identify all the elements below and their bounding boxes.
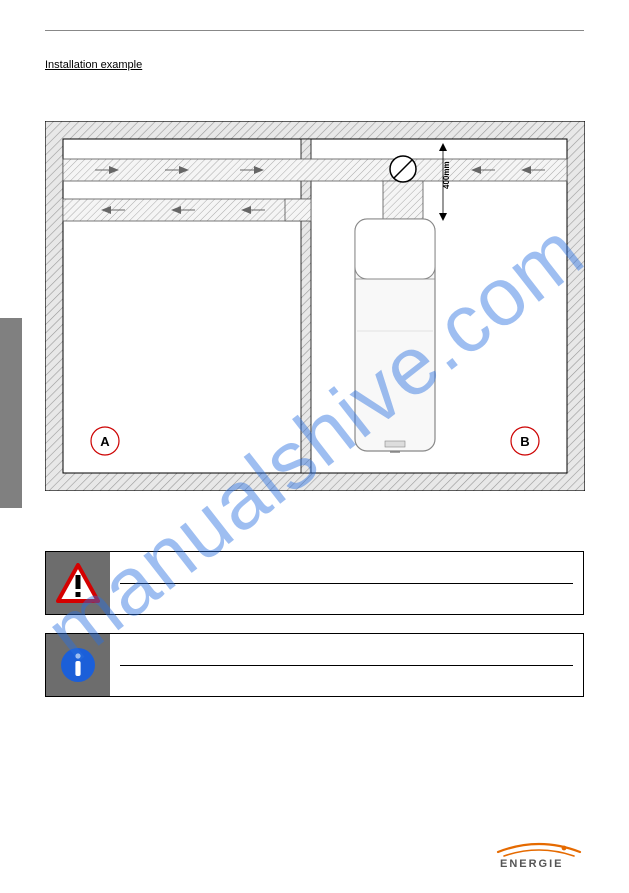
energie-logo: ENERGIE (494, 842, 584, 875)
logo-text: ENERGIE (500, 858, 564, 870)
section-title: Installation example (45, 59, 584, 71)
warning-text (110, 552, 583, 614)
info-text (110, 634, 583, 696)
top-rule (45, 30, 584, 31)
page: Installation example (0, 0, 629, 893)
warning-triangle-icon (56, 563, 100, 603)
svg-text:B: B (520, 434, 529, 449)
dimension-label: 400mm (442, 161, 451, 189)
diagram-svg: 400mm (45, 121, 585, 491)
info-circle-icon (58, 645, 98, 685)
side-tab (0, 318, 22, 508)
room-interior (63, 139, 567, 473)
partition-wall (301, 139, 311, 473)
info-callout (45, 633, 584, 697)
tank (355, 219, 435, 452)
duct-drop (383, 181, 423, 219)
install-diagram: 400mm (45, 121, 584, 491)
info-icon-box (46, 634, 110, 696)
warning-line-1 (120, 581, 573, 584)
duct-elbow-h (285, 199, 311, 221)
warning-callout (45, 551, 584, 615)
warning-icon-box (46, 552, 110, 614)
svg-text:A: A (100, 434, 110, 449)
info-line-1 (120, 663, 573, 666)
